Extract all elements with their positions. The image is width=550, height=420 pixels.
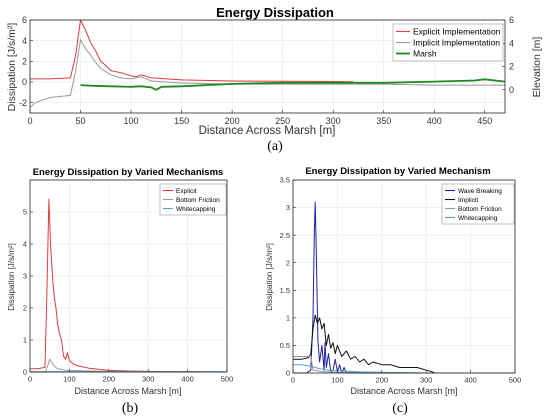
panel-b-y-axis-label: Dissipation [J/s/m²] bbox=[7, 243, 16, 311]
panel-b-y-tick-label: 1 bbox=[23, 336, 27, 345]
panel-b-y-tick-label: 0 bbox=[23, 368, 27, 377]
panel-c-y-tick-label: 1.5 bbox=[280, 286, 290, 295]
panel-c-frame bbox=[292, 179, 516, 374]
panel-a-right-tick-label: 2 bbox=[509, 62, 514, 72]
panel-a-x-tick-label: 150 bbox=[174, 116, 189, 126]
panel-c-x-tick-label: 0 bbox=[291, 376, 295, 385]
panel-a-series-marsh-line bbox=[80, 78, 506, 91]
panel-b-x-tick-label: 100 bbox=[63, 375, 76, 384]
panel-a-x-tick-label: 450 bbox=[477, 116, 492, 126]
panel-b-series-explicit-line bbox=[30, 198, 228, 373]
panel-a-caption: (a) bbox=[267, 139, 283, 154]
panel-b-legend-label-whitecapping: Whitecapping bbox=[176, 206, 216, 213]
panel-c-legend-label-implicit: Implicit bbox=[458, 197, 478, 204]
panel-a-energy-dissipation: Energy Dissipation 0 50 100 150 200 250 300 350… bbox=[6, 5, 543, 154]
panel-b-x-tick-label: 400 bbox=[181, 375, 194, 384]
panel-c-legend-label-wave-breaking: Wave Breaking bbox=[458, 188, 502, 195]
panel-a-legend-label-implicit-implementation: Implicit Implementation bbox=[413, 37, 500, 47]
panel-b-legend-label-bottom-friction: Bottom Friction bbox=[176, 197, 220, 204]
panel-b-x-axis-label: Distance Across Marsh [m] bbox=[74, 386, 181, 396]
panel-b-x-tick-label: 500 bbox=[221, 375, 234, 384]
panel-c-y-axis-label: Dissipation [J/s/m²] bbox=[265, 243, 274, 311]
panel-a-x-tick-label: 400 bbox=[427, 116, 442, 126]
panel-a-legend-label-marsh: Marsh bbox=[413, 48, 437, 58]
panel-a-legend-label-explicit-implementation: Explicit Implementation bbox=[413, 26, 501, 36]
panel-c-y-tick-label: 0 bbox=[286, 369, 290, 378]
panel-a-right-tick-label: 4 bbox=[509, 38, 514, 48]
panel-a-right-tick-label: 6 bbox=[509, 15, 514, 25]
panel-a-right-tick-label: 0 bbox=[509, 85, 514, 95]
panel-c-y-tick-label: 3 bbox=[286, 203, 290, 212]
panel-a-y-tick-label: -2 bbox=[19, 98, 27, 108]
panel-c-series-wave-breaking-line bbox=[293, 201, 515, 374]
panel-a-y-tick-label: 2 bbox=[22, 56, 27, 66]
panel-b-y-tick-label: 5 bbox=[23, 208, 27, 217]
panel-c-title: Energy Dissipation by Varied Mechanism bbox=[305, 166, 490, 177]
panel-a-x-tick-label: 350 bbox=[376, 116, 391, 126]
panel-c-x-axis-label: Distance Across Marsh [m] bbox=[350, 386, 457, 396]
panel-a-x-tick-label: 50 bbox=[76, 116, 86, 126]
panel-a-series-explicit-implementation-line bbox=[30, 19, 354, 83]
panel-c-x-tick-label: 300 bbox=[420, 376, 433, 385]
panel-c-caption: (c) bbox=[392, 401, 408, 416]
panel-c-y-tick-label: 2.5 bbox=[280, 231, 290, 240]
panel-a-x-tick-label: 0 bbox=[27, 116, 32, 126]
panel-b-y-tick-label: 3 bbox=[23, 272, 27, 281]
panel-c-x-tick-label: 400 bbox=[464, 376, 477, 385]
panel-b-x-tick-label: 300 bbox=[142, 375, 155, 384]
panel-a-x-tick-label: 200 bbox=[225, 116, 240, 126]
panel-c-series-implicit-line bbox=[293, 314, 515, 374]
panel-a-x-tick-label: 100 bbox=[124, 116, 139, 126]
panel-c-legend-label-bottom-friction: Bottom Friction bbox=[458, 206, 502, 213]
panel-b-y-tick-label: 4 bbox=[23, 240, 27, 249]
panel-a-y-tick-label: 0 bbox=[22, 77, 27, 87]
panel-b-caption: (b) bbox=[122, 401, 139, 416]
panel-b-title: Energy Dissipation by Varied Mechanisms bbox=[33, 167, 224, 178]
panel-b-series-bottom-friction-line bbox=[30, 358, 228, 373]
panel-a-y-tick-label: 4 bbox=[22, 36, 27, 46]
panel-a-x-tick-label: 250 bbox=[275, 116, 290, 126]
panel-c-y-tick-label: 0.5 bbox=[280, 341, 290, 350]
panel-c-y-tick-label: 1 bbox=[286, 313, 290, 322]
panel-c-x-tick-label: 200 bbox=[376, 376, 389, 385]
panel-a-title: Energy Dissipation bbox=[216, 5, 334, 20]
panel-a-x-tick-label: 300 bbox=[326, 116, 341, 126]
panel-c-y-tick-label: 3.5 bbox=[280, 176, 290, 185]
panel-a-series-implicit-implementation-line bbox=[29, 39, 505, 109]
panel-a-x-axis-label: Distance Across Marsh [m] bbox=[199, 125, 336, 137]
panel-c-varied-mechanism: Energy Dissipation by Varied Mechanism 0… bbox=[265, 166, 521, 416]
panel-c-y-tick-label: 2 bbox=[286, 258, 290, 267]
panel-a-y-axis-label: Dissipation [J/s/m²] bbox=[6, 23, 18, 112]
panel-b-varied-mechanisms: Energy Dissipation by Varied Mechanisms … bbox=[7, 167, 233, 416]
panel-b-x-tick-label: 0 bbox=[28, 375, 32, 384]
panel-c-x-tick-label: 100 bbox=[331, 376, 344, 385]
panel-a-legend-box bbox=[392, 23, 504, 62]
panel-c-legend-label-whitecapping: Whitecapping bbox=[458, 215, 498, 222]
panel-b-y-tick-label: 2 bbox=[23, 304, 27, 313]
panel-a-y-tick-label: 6 bbox=[22, 15, 27, 25]
panel-b-legend-label-explicit: Explicit bbox=[176, 188, 197, 195]
panel-c-x-tick-label: 500 bbox=[509, 376, 522, 385]
panel-a-right-axis-label: Elevation [m] bbox=[531, 37, 543, 98]
panel-b-x-tick-label: 200 bbox=[103, 375, 116, 384]
